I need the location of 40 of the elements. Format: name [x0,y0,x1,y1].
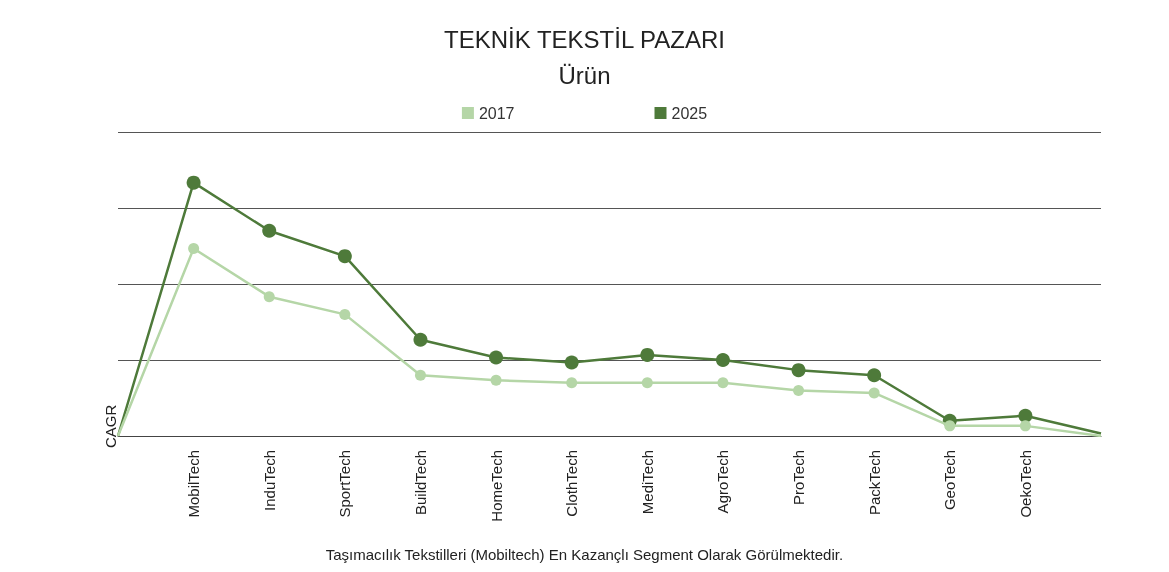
text: Taşımacılık Tekstilleri (Mobiltech) En Kazançlı Segment Olarak Görülmektedir. [325,546,844,563]
legend-label: 2025 [671,104,708,122]
point [490,374,502,386]
point [944,420,956,432]
x-tick-label: ProTech [790,450,808,506]
x-tick-label: HomeTech [487,450,505,522]
y-axis-title: CAGR [102,404,119,448]
legend-label: 2017 [478,104,515,122]
point [715,353,730,367]
point [263,291,275,303]
point [1019,420,1031,432]
chart-subtitle: Ürün [558,61,611,89]
point [489,350,504,365]
x-tick-label: BuildTech [411,450,429,516]
x-tick-label: AgroTech [714,450,732,514]
chart-title: TEKNİK TEKSTİL PAZARI [444,25,725,53]
point [414,369,426,381]
point [186,175,201,190]
x-tick-label: GeoTech [941,450,959,511]
point [717,377,729,389]
point [868,387,880,399]
point [262,223,277,238]
point [339,308,351,320]
point [791,363,806,378]
point [641,377,653,389]
x-tick-label: MediTech [638,450,656,515]
x-tick-label: InduTech [260,450,278,511]
point [793,384,805,396]
point [564,355,579,370]
x-tick-label: PackTech [865,450,883,516]
point [337,249,352,264]
point [566,377,578,389]
point [867,368,882,383]
point [640,347,655,362]
point [413,332,428,347]
x-tick-label: SportTech [336,450,354,518]
x-tick-label: OekoTech [1016,450,1034,518]
x-tick-label: ClothTech [563,450,581,517]
point [188,243,200,255]
x-tick-label: MobilTech [185,450,203,518]
